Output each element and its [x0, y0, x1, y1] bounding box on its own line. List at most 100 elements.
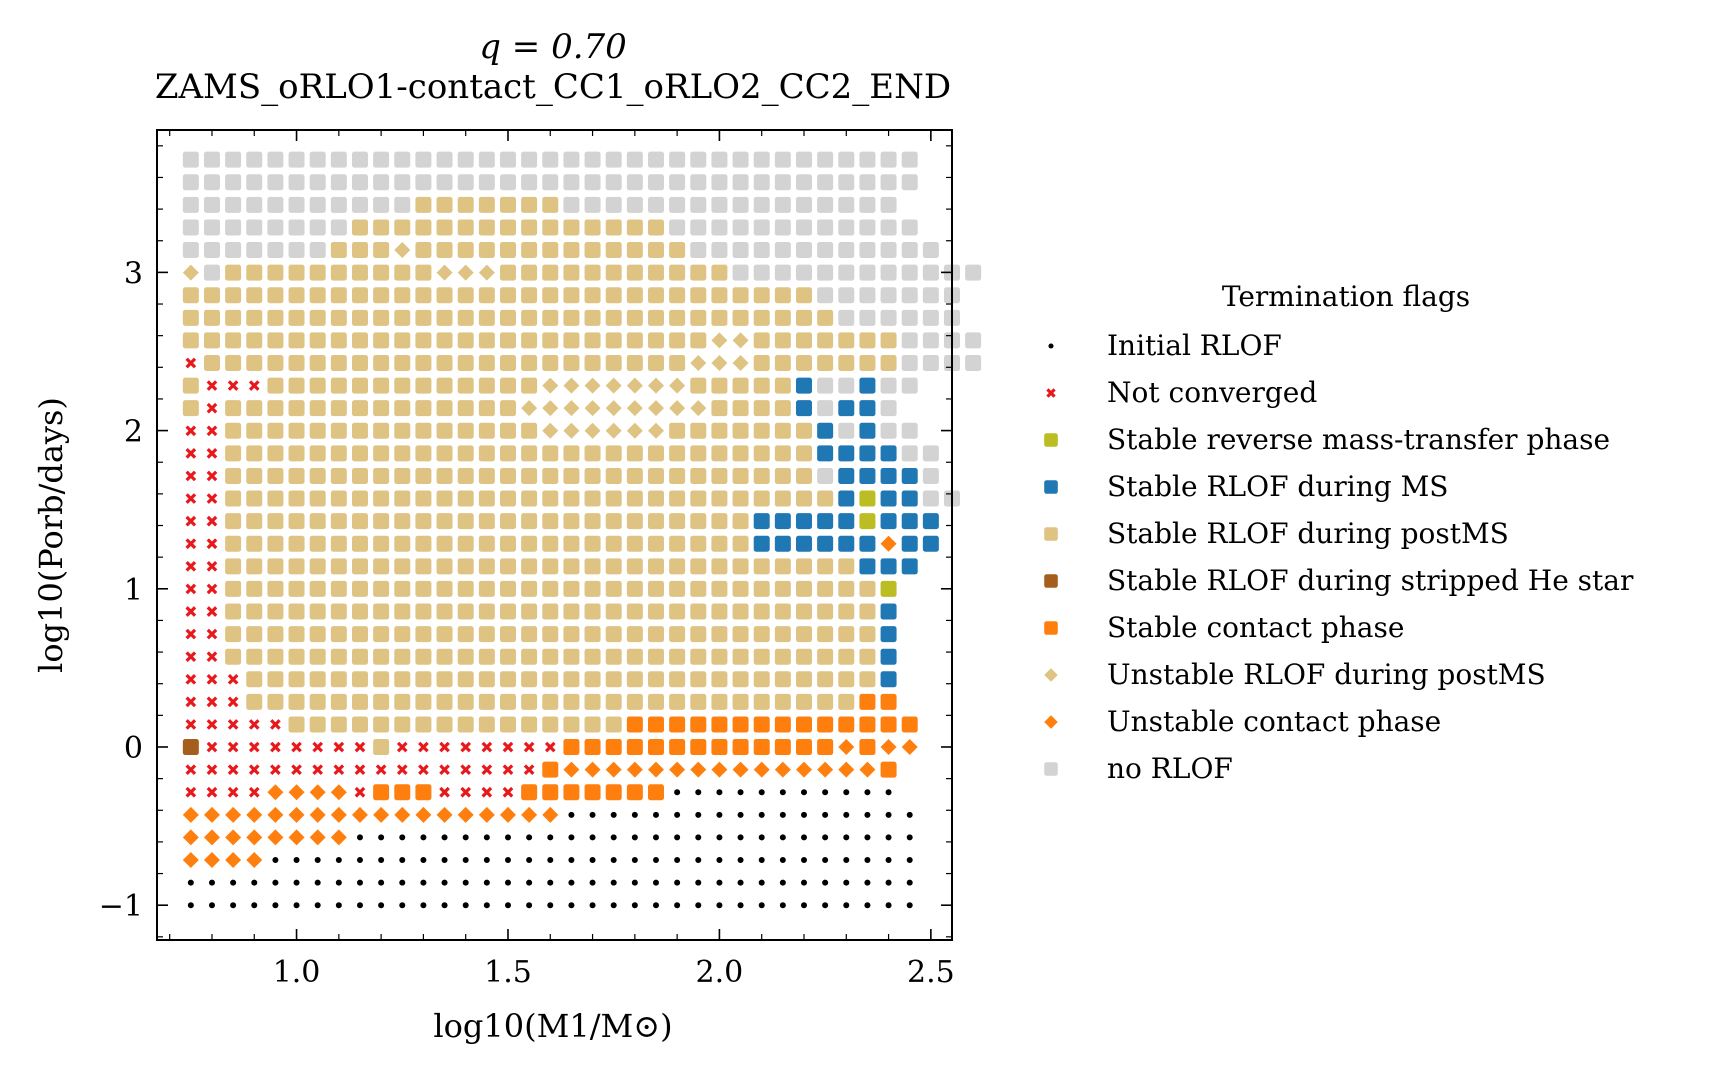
data-point [335, 857, 342, 864]
data-point [880, 355, 897, 372]
data-point [922, 445, 939, 462]
data-point [669, 603, 686, 620]
data-point [563, 355, 580, 372]
data-point [288, 377, 305, 394]
data-point [206, 402, 218, 414]
data-point [499, 196, 516, 213]
data-point [309, 580, 326, 597]
data-point [394, 174, 411, 191]
data-point [817, 264, 834, 281]
data-point [859, 693, 876, 710]
data-point [330, 513, 347, 530]
data-point [246, 219, 263, 236]
y-tick-label: 3 [124, 256, 143, 291]
data-point [965, 264, 982, 281]
data-point [246, 309, 263, 326]
data-point [690, 377, 707, 394]
data-point [779, 811, 786, 818]
data-point [267, 219, 284, 236]
data-point [314, 879, 321, 886]
data-point [309, 196, 326, 213]
data-point [647, 377, 664, 394]
data-point [330, 716, 347, 733]
data-point [526, 902, 533, 909]
data-point [373, 648, 390, 665]
data-point [351, 332, 368, 349]
data-point [605, 535, 622, 552]
data-point [605, 219, 622, 236]
data-point [246, 422, 263, 439]
data-point [225, 219, 242, 236]
data-point [652, 857, 659, 864]
data-point [779, 857, 786, 864]
data-point [203, 287, 220, 304]
data-point [208, 902, 215, 909]
data-point [906, 902, 913, 909]
data-point [483, 834, 490, 841]
data-point [584, 580, 601, 597]
data-point [521, 558, 538, 575]
data-point [478, 174, 495, 191]
data-point [690, 174, 707, 191]
data-point [457, 264, 474, 281]
data-point [351, 151, 368, 168]
data-point [521, 513, 538, 530]
data-point [758, 879, 765, 886]
data-point [584, 716, 601, 733]
legend-entry-label: Stable RLOF during MS [1107, 470, 1448, 503]
data-point [674, 879, 681, 886]
data-point [711, 580, 728, 597]
data-point [185, 719, 197, 730]
data-point [499, 242, 516, 259]
data-point [753, 196, 770, 213]
data-point [246, 671, 263, 688]
data-point [774, 671, 791, 688]
data-point [356, 879, 363, 886]
data-point [838, 580, 855, 597]
y-tick-label: −1 [99, 889, 143, 924]
legend-entry-label: Unstable RLOF during postMS [1107, 658, 1546, 691]
data-point [753, 580, 770, 597]
data-point [351, 219, 368, 236]
data-point [481, 741, 493, 753]
data-point [225, 829, 242, 846]
data-point [182, 219, 199, 236]
data-point [843, 834, 850, 841]
data-point [225, 355, 242, 372]
data-point [605, 603, 622, 620]
data-point [711, 400, 728, 417]
data-point [521, 400, 538, 417]
data-point [542, 422, 559, 439]
data-point [584, 219, 601, 236]
data-point [605, 626, 622, 643]
data-point [795, 693, 812, 710]
data-point [504, 834, 511, 841]
data-point [415, 196, 432, 213]
data-point [563, 219, 580, 236]
data-point [669, 287, 686, 304]
data-point [206, 470, 218, 482]
data-point [732, 309, 749, 326]
data-point [309, 467, 326, 484]
data-point [737, 789, 744, 796]
data-point [795, 174, 812, 191]
data-point [415, 219, 432, 236]
data-point [439, 741, 450, 753]
data-point [225, 445, 242, 462]
data-point [880, 287, 897, 304]
data-point [394, 355, 411, 372]
data-point [542, 332, 559, 349]
data-point [690, 287, 707, 304]
data-point [906, 834, 913, 841]
data-point [652, 834, 659, 841]
data-point [695, 879, 702, 886]
data-point [859, 626, 876, 643]
data-point [457, 535, 474, 552]
data-point [246, 400, 263, 417]
data-point [182, 309, 199, 326]
data-point [457, 648, 474, 665]
data-point [838, 603, 855, 620]
data-point [227, 696, 239, 708]
data-point [817, 693, 834, 710]
data-point [373, 558, 390, 575]
